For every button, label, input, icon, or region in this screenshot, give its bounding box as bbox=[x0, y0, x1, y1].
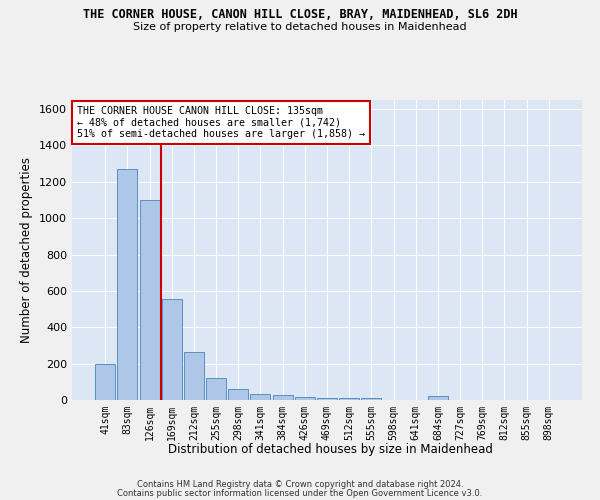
Bar bbox=[272, 396, 293, 400]
Text: Contains HM Land Registry data © Crown copyright and database right 2024.: Contains HM Land Registry data © Crown c… bbox=[137, 480, 463, 489]
Bar bbox=[95, 364, 115, 400]
Bar bbox=[228, 389, 248, 400]
Bar bbox=[118, 169, 137, 400]
Bar bbox=[317, 398, 337, 400]
Bar bbox=[184, 352, 204, 400]
Bar bbox=[295, 398, 315, 400]
Text: Size of property relative to detached houses in Maidenhead: Size of property relative to detached ho… bbox=[133, 22, 467, 32]
Bar bbox=[140, 200, 160, 400]
Bar bbox=[162, 299, 182, 400]
Text: Contains public sector information licensed under the Open Government Licence v3: Contains public sector information licen… bbox=[118, 489, 482, 498]
Text: THE CORNER HOUSE, CANON HILL CLOSE, BRAY, MAIDENHEAD, SL6 2DH: THE CORNER HOUSE, CANON HILL CLOSE, BRAY… bbox=[83, 8, 517, 20]
Bar bbox=[428, 396, 448, 400]
Bar bbox=[361, 398, 382, 400]
Bar bbox=[250, 394, 271, 400]
Y-axis label: Number of detached properties: Number of detached properties bbox=[20, 157, 34, 343]
Text: Distribution of detached houses by size in Maidenhead: Distribution of detached houses by size … bbox=[167, 442, 493, 456]
Bar bbox=[206, 378, 226, 400]
Bar bbox=[339, 398, 359, 400]
Text: THE CORNER HOUSE CANON HILL CLOSE: 135sqm
← 48% of detached houses are smaller (: THE CORNER HOUSE CANON HILL CLOSE: 135sq… bbox=[77, 106, 365, 139]
